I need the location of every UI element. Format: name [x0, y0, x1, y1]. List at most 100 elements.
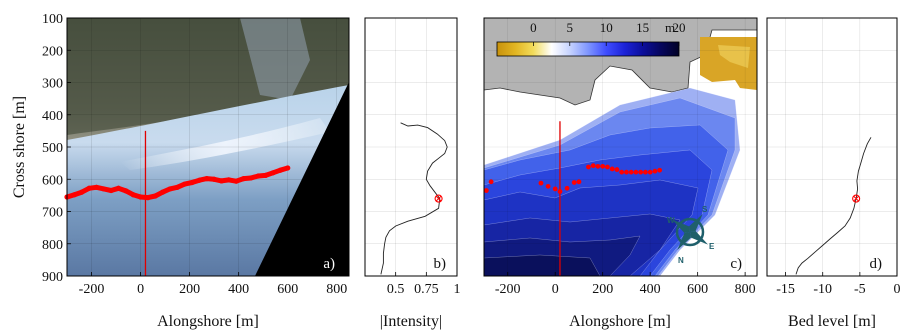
bathymetry-bands [484, 87, 741, 276]
x-tick-label: 0 [552, 282, 559, 297]
bathy-band [484, 254, 601, 276]
shoreline-point [123, 188, 129, 194]
bathy-point [657, 167, 663, 173]
shoreline-point [248, 175, 254, 181]
x-tick-label: 600 [277, 282, 298, 297]
shoreline-point [130, 192, 136, 198]
colorbar-tick-label: 20 [673, 20, 686, 35]
shoreline-point [137, 194, 144, 200]
y-tick-label: 800 [42, 238, 63, 253]
x-tick-label: 800 [326, 282, 347, 297]
x-tick-label: 1 [454, 282, 461, 297]
bathy-point [600, 163, 606, 169]
panel-b-label: b) [434, 256, 447, 272]
x-tick-label: 400 [640, 282, 661, 297]
colorbar-tick-label: 0 [530, 20, 537, 35]
panel-d-marker [852, 194, 861, 203]
bathy-point [564, 185, 570, 191]
compass-arm-s [677, 232, 691, 251]
bathy-point [483, 188, 489, 193]
panel-d-line [795, 137, 872, 275]
panel-c-label: c) [730, 256, 742, 272]
shoreline-point [93, 184, 100, 190]
intensity-marker-cross [435, 195, 442, 202]
y-tick-label: 400 [42, 109, 63, 124]
colorbar-unit: m [665, 20, 675, 35]
x-tick-label: -15 [776, 282, 795, 297]
x-tick-label: -10 [813, 282, 832, 297]
shoreline-point [189, 179, 195, 186]
photo-mask [255, 82, 349, 276]
x-tick-label: 400 [228, 282, 249, 297]
panel-d-bedlevel: -15 -10 -5 0 Bed level [m] d) [766, 17, 901, 330]
colorbar: 0 5 10 15 20 m [496, 20, 686, 57]
compass-letter-e: E [709, 242, 715, 251]
bathy-point [647, 169, 653, 175]
bathy-point [488, 179, 494, 185]
land-area [484, 18, 757, 106]
bathy-point [609, 166, 615, 172]
x-tick-label: 0 [137, 282, 144, 297]
bathy-point [643, 169, 648, 175]
shoreline-point [108, 187, 114, 194]
y-tick-label: 500 [42, 141, 63, 156]
y-tick-label: 900 [42, 270, 63, 285]
compass-letter-s: S [702, 205, 708, 214]
bathy-point [605, 164, 610, 170]
panel-c-frame [483, 17, 758, 277]
colorbar-tick-label: 10 [600, 20, 613, 35]
y-tick-label: 300 [42, 77, 63, 92]
shoreline-point [240, 176, 247, 182]
bathy-point [576, 179, 582, 185]
shoreline-point [233, 178, 239, 184]
x-tick-label: -5 [854, 282, 866, 297]
bathy-point [614, 167, 620, 172]
shoreline-point [167, 186, 173, 192]
panel-b-grid [365, 17, 458, 277]
panel-b-xticks: 0.5 0.75 1 [387, 272, 461, 297]
shoreline-point [226, 177, 232, 183]
photo-cliff [240, 18, 310, 100]
panel-a-yticks: 100 200 300 400 500 600 700 800 900 [42, 12, 71, 285]
panel-d-frame [766, 17, 898, 277]
bathy-point [590, 163, 596, 169]
panel-d-xticks: -15 -10 -5 0 [776, 272, 901, 297]
panel-b-line [380, 122, 448, 275]
compass-letter-n: N [678, 256, 684, 265]
y-tick-label: 100 [42, 12, 63, 27]
panel-c-xticks: -200 0 200 400 600 800 [495, 272, 756, 297]
shoreline-point [160, 189, 166, 195]
shoreline-point [277, 167, 283, 173]
y-tick-label: 600 [42, 173, 63, 188]
bathy-point [628, 169, 634, 175]
panel-b-xlabel: |Intensity| [380, 313, 442, 330]
panel-a-ylabel: Cross shore [m] [11, 96, 28, 198]
panel-d-xlabel: Bed level [m] [788, 313, 876, 330]
shoreline-point [101, 186, 107, 192]
panel-b-intensity: 0.5 0.75 1 |Intensity| b) [364, 17, 461, 330]
compass-arm-n [689, 213, 703, 232]
panel-b-marker [434, 194, 443, 203]
shoreline-point [71, 192, 77, 198]
shoreline-point [115, 185, 122, 191]
x-tick-label: 200 [592, 282, 613, 297]
shoreline-point [145, 195, 151, 201]
bathy-point [571, 180, 577, 185]
compass-arm-e [690, 231, 709, 245]
colorbar-gradient [496, 41, 680, 57]
colorbar-tick-label: 15 [636, 20, 649, 35]
panel-a-label: a) [323, 256, 335, 272]
photo-foam [120, 118, 330, 170]
shoreline-point [263, 172, 269, 178]
panel-d-grid [767, 17, 898, 277]
shoreline-point [218, 178, 225, 184]
bathy-point [652, 168, 658, 174]
shoreline-point [255, 173, 261, 179]
x-tick-label: 800 [735, 282, 756, 297]
x-tick-label: 0.5 [387, 282, 405, 297]
bathy-point [624, 169, 629, 175]
compass-letter-w: W [667, 216, 675, 225]
panel-a-xlabel: Alongshore [m] [157, 313, 259, 330]
shoreline-point [182, 181, 188, 187]
